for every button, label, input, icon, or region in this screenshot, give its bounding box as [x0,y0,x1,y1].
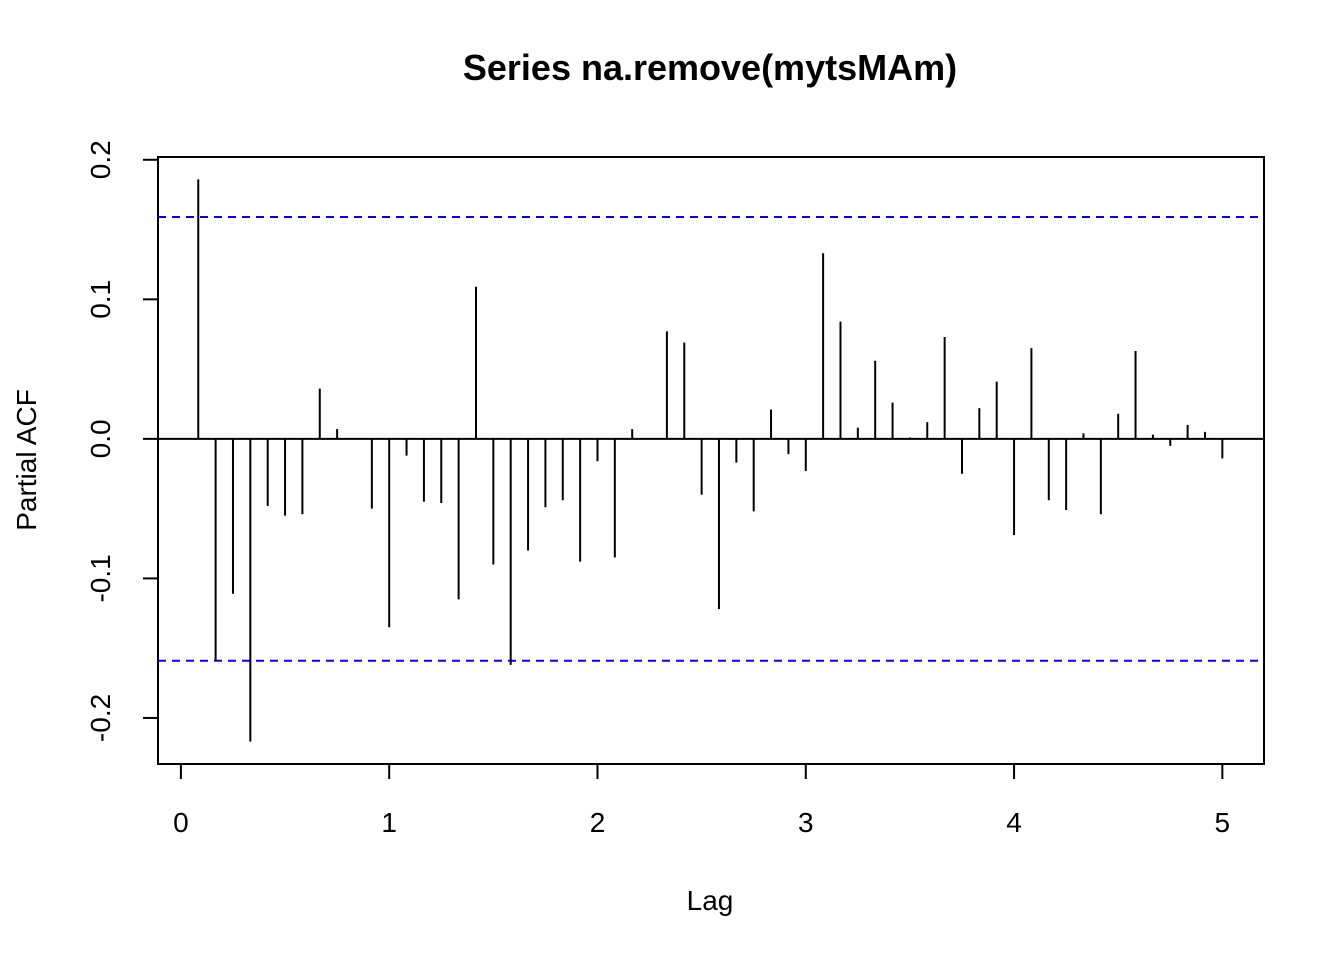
x-axis-label: Lag [687,885,734,916]
y-tick-label: -0.2 [85,694,116,742]
pacf-spikes [197,179,1224,742]
confidence-bounds [158,216,1264,662]
y-tick-label: 0.1 [85,280,116,319]
y-tick-label: 0.0 [85,419,116,458]
plot-frame [157,156,1265,765]
y-tick-label: -0.1 [85,554,116,602]
y-axis-label: Partial ACF [11,389,42,531]
x-tick-label: 3 [798,807,814,838]
chart-title: Series na.remove(mytsMAm) [463,47,957,88]
x-tick-label: 1 [381,807,397,838]
x-tick-label: 5 [1215,807,1231,838]
y-tick-label: 0.2 [85,140,116,179]
x-axis: 0 1 2 3 4 5 [173,763,1231,838]
x-tick-label: 2 [590,807,606,838]
x-tick-label: 0 [173,807,189,838]
x-tick-label: 4 [1006,807,1022,838]
y-axis: -0.2 -0.1 0.0 0.1 0.2 [85,140,159,742]
